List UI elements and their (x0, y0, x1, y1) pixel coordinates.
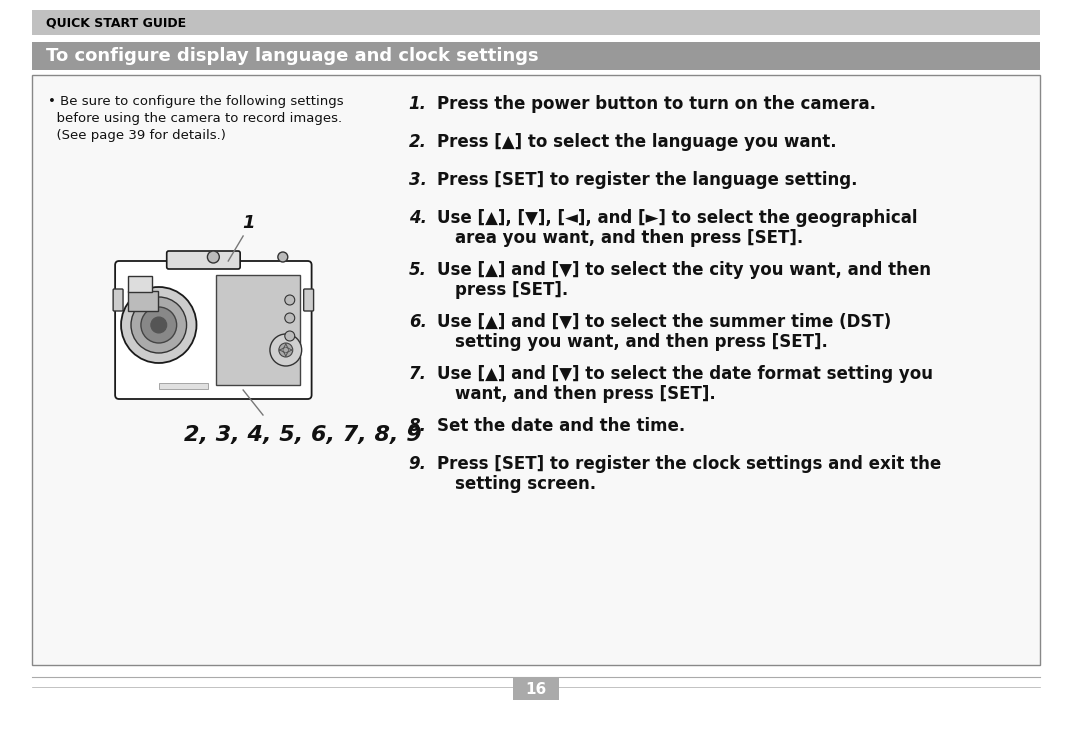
Circle shape (285, 331, 295, 341)
FancyBboxPatch shape (216, 275, 299, 385)
Text: QUICK START GUIDE: QUICK START GUIDE (45, 16, 186, 29)
FancyBboxPatch shape (113, 289, 123, 311)
Text: Use [▲] and [▼] to select the city you want, and then: Use [▲] and [▼] to select the city you w… (436, 261, 931, 279)
Text: before using the camera to record images.: before using the camera to record images… (48, 112, 341, 125)
Text: 1: 1 (242, 214, 255, 232)
Text: 16: 16 (525, 682, 546, 696)
Text: 8.: 8. (408, 417, 427, 435)
Circle shape (207, 251, 219, 263)
Text: press [SET].: press [SET]. (455, 281, 568, 299)
Text: Set the date and the time.: Set the date and the time. (436, 417, 685, 435)
Text: 6.: 6. (408, 313, 427, 331)
Text: want, and then press [SET].: want, and then press [SET]. (455, 385, 715, 403)
Circle shape (151, 317, 166, 333)
Text: Use [▲] and [▼] to select the date format setting you: Use [▲] and [▼] to select the date forma… (436, 365, 933, 383)
Bar (31, 10, 1040, 35)
FancyBboxPatch shape (159, 383, 208, 389)
Text: 7.: 7. (408, 365, 427, 383)
FancyBboxPatch shape (129, 291, 158, 311)
Text: • Be sure to configure the following settings: • Be sure to configure the following set… (48, 95, 343, 108)
Text: To configure display language and clock settings: To configure display language and clock … (45, 47, 538, 65)
Text: area you want, and then press [SET].: area you want, and then press [SET]. (455, 229, 802, 247)
Text: 2, 3, 4, 5, 6, 7, 8, 9: 2, 3, 4, 5, 6, 7, 8, 9 (184, 425, 421, 445)
FancyBboxPatch shape (129, 276, 152, 292)
Text: Use [▲], [▼], [◄], and [►] to select the geographical: Use [▲], [▼], [◄], and [►] to select the… (436, 209, 917, 227)
FancyBboxPatch shape (116, 261, 312, 399)
Circle shape (140, 307, 177, 343)
Circle shape (121, 287, 197, 363)
Text: 3.: 3. (408, 171, 427, 189)
Bar (513, 678, 558, 700)
Circle shape (278, 252, 287, 262)
FancyBboxPatch shape (303, 289, 313, 311)
Text: Press [SET] to register the language setting.: Press [SET] to register the language set… (436, 171, 858, 189)
Circle shape (279, 343, 293, 357)
Text: setting you want, and then press [SET].: setting you want, and then press [SET]. (455, 333, 827, 351)
Text: 9.: 9. (408, 455, 427, 473)
Circle shape (285, 313, 295, 323)
Bar (31, 42, 1040, 70)
Text: Press the power button to turn on the camera.: Press the power button to turn on the ca… (436, 95, 876, 113)
Text: Press [▲] to select the language you want.: Press [▲] to select the language you wan… (436, 133, 836, 151)
Text: Use [▲] and [▼] to select the summer time (DST): Use [▲] and [▼] to select the summer tim… (436, 313, 891, 331)
Text: setting screen.: setting screen. (455, 475, 596, 493)
Text: 4.: 4. (408, 209, 427, 227)
Text: 2.: 2. (408, 133, 427, 151)
FancyBboxPatch shape (166, 251, 240, 269)
Text: 1.: 1. (408, 95, 427, 113)
Text: (See page 39 for details.): (See page 39 for details.) (48, 129, 226, 142)
Text: Press [SET] to register the clock settings and exit the: Press [SET] to register the clock settin… (436, 455, 941, 473)
Circle shape (270, 334, 301, 366)
Circle shape (131, 297, 187, 353)
Circle shape (285, 295, 295, 305)
Text: 5.: 5. (408, 261, 427, 279)
Bar (31, 75, 1040, 665)
